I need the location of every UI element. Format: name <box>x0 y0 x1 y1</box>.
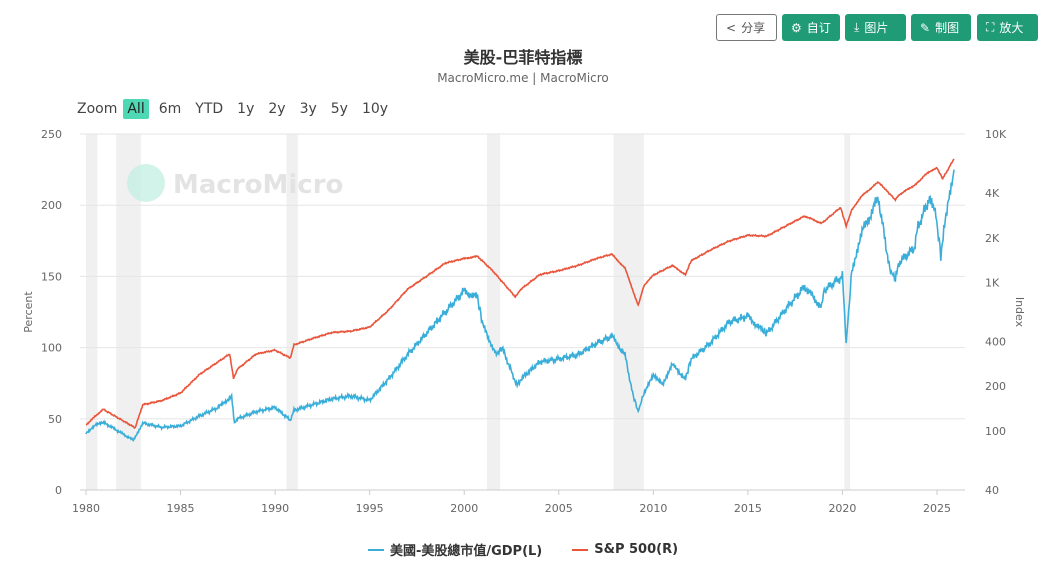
draw-chart-button[interactable]: ✎ 制图 <box>911 14 971 41</box>
watermark-logo <box>127 164 165 202</box>
y-right-tick-label: 4K <box>985 187 1000 200</box>
recession-band <box>286 134 298 490</box>
x-tick-label: 1980 <box>72 502 100 515</box>
recession-band <box>844 134 851 490</box>
chart-title: 美股-巴菲特指標 <box>463 48 583 67</box>
chart-subtitle: MacroMicro.me | MacroMicro <box>437 71 609 85</box>
x-tick-label: 1985 <box>167 502 195 515</box>
y-right-tick-label: 1K <box>985 276 1000 289</box>
y-left-tick-label: 150 <box>41 270 62 283</box>
x-tick-label: 2020 <box>828 502 856 515</box>
fullscreen-button[interactable]: ⛶ 放大 <box>977 14 1038 41</box>
download-image-button[interactable]: ⤓ 图片 <box>845 14 906 41</box>
recession-band <box>613 134 644 490</box>
zoom-10y[interactable]: 10y <box>361 101 389 117</box>
y-left-tick-label: 250 <box>41 128 62 141</box>
pencil-icon: ✎ <box>920 20 931 35</box>
zoom-6m[interactable]: 6m <box>158 101 182 117</box>
legend: 美國-美股總市值/GDP(L) S&P 500(R) <box>0 540 1046 559</box>
customize-button[interactable]: ⚙ 自订 <box>782 14 840 41</box>
x-tick-label: 1990 <box>261 502 289 515</box>
recession-band <box>86 134 98 490</box>
share-button[interactable]: < 分享 <box>716 14 777 41</box>
legend-swatch <box>572 548 589 551</box>
legend-item-sp500[interactable]: S&P 500(R) <box>572 540 678 559</box>
x-tick-label: 2025 <box>923 502 951 515</box>
watermark-text: MacroMicro <box>173 170 343 200</box>
y-left-tick-label: 50 <box>48 413 62 426</box>
x-tick-label: 2015 <box>734 502 762 515</box>
y-right-tick-label: 40 <box>985 484 999 497</box>
y-left-tick-label: 200 <box>41 199 62 212</box>
y-right-tick-label: 10K <box>985 128 1007 141</box>
y-right-tick-label: 2K <box>985 232 1000 245</box>
zoom-all[interactable]: All <box>123 99 149 119</box>
y-right-axis-title: Index <box>1013 297 1026 328</box>
x-tick-label: 2000 <box>450 502 478 515</box>
y-right-tick-label: 400 <box>985 336 1006 349</box>
x-tick-label: 2005 <box>545 502 573 515</box>
x-tick-label: 1995 <box>356 502 384 515</box>
download-icon: ⤓ <box>854 20 860 34</box>
y-right-tick-label: 200 <box>985 380 1006 393</box>
recession-band <box>486 134 501 490</box>
zoom-selector: Zoom All 6m YTD 1y 2y 3y 5y 10y <box>77 99 392 119</box>
zoom-5y[interactable]: 5y <box>330 101 348 117</box>
zoom-label: Zoom <box>77 101 118 117</box>
zoom-2y[interactable]: 2y <box>268 101 286 117</box>
buffett-indicator-series-line <box>85 169 955 442</box>
gear-icon: ⚙ <box>791 20 802 35</box>
y-right-tick-label: 100 <box>985 425 1006 438</box>
share-icon: < <box>726 20 737 35</box>
x-tick-label: 2010 <box>639 502 667 515</box>
y-left-axis-title: Percent <box>22 291 35 333</box>
sp500-series-line <box>85 158 955 430</box>
y-left-tick-label: 100 <box>41 342 62 355</box>
y-left-tick-label: 0 <box>55 484 62 497</box>
zoom-ytd[interactable]: YTD <box>195 101 224 117</box>
zoom-3y[interactable]: 3y <box>299 101 317 117</box>
legend-item-buffett[interactable]: 美國-美股總市值/GDP(L) <box>367 540 542 559</box>
expand-icon: ⛶ <box>986 20 995 34</box>
zoom-1y[interactable]: 1y <box>237 101 255 117</box>
legend-swatch <box>367 548 384 551</box>
